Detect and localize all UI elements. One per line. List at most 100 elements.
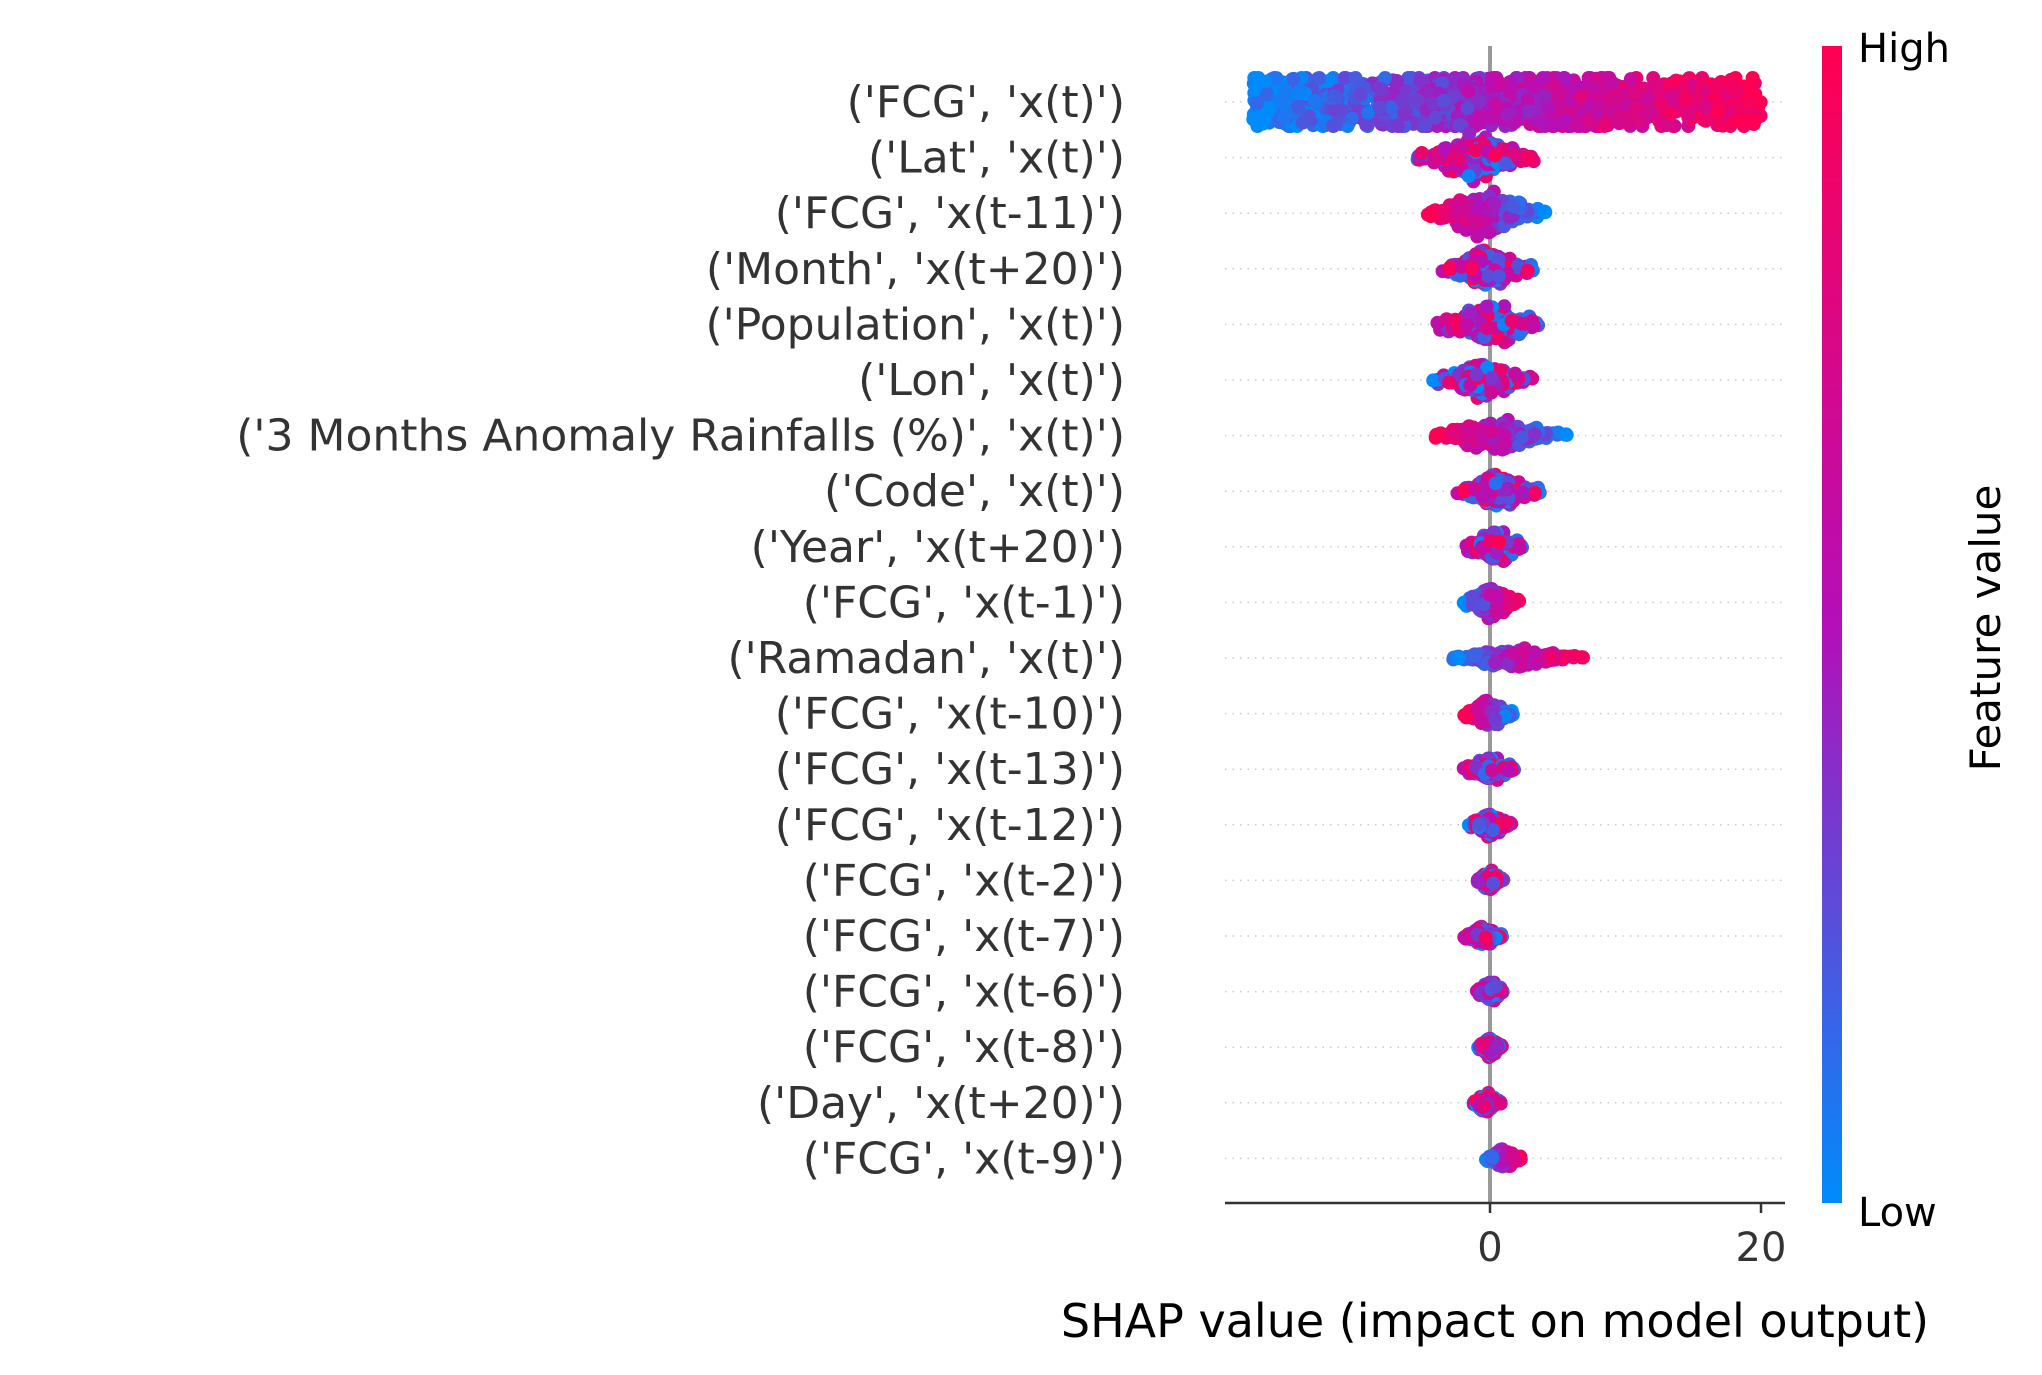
shap-point [1664,106,1678,121]
shap-point [1537,88,1552,103]
shap-point [1469,367,1484,382]
shap-point [1474,431,1489,446]
shap-point [1384,100,1398,115]
shap-point [1286,71,1301,86]
shap-point [1312,71,1327,85]
shap-point [1463,306,1478,321]
shap-point [1682,107,1697,122]
shap-point [1488,712,1503,727]
shap-point [1666,90,1680,105]
shap-point [1260,87,1275,102]
shap-point [1623,72,1638,87]
shap-point [1520,93,1535,108]
shap-point [1428,110,1443,125]
shap-point [1472,94,1487,109]
shap-point [1631,115,1646,130]
shap-point [1516,485,1530,500]
shap-point [1501,656,1515,671]
shap-point [1389,74,1404,88]
shap-point [1353,87,1368,102]
shap-point [1745,71,1760,85]
shap-point [1512,541,1527,555]
shap-point [1442,375,1457,390]
shap-point [1699,100,1714,115]
shap-point [1269,71,1284,86]
shap-point [1506,199,1521,214]
shap-point [1470,117,1485,132]
shap-point [1327,88,1342,103]
shap-point [1576,650,1590,665]
shap-point [1348,71,1363,85]
shap-point [1535,71,1550,85]
shap-point [1250,96,1265,111]
shap-point [1693,74,1708,89]
shap-point [1593,99,1608,114]
shap-point [1426,96,1441,111]
shap-point [1488,148,1503,163]
shap-point [1586,80,1601,95]
shap-point [1488,655,1502,670]
shap-point [1361,105,1376,120]
shap-points [1246,71,1768,1174]
shap-point [1659,118,1674,132]
shap-point [1248,82,1263,97]
shap-point [1461,169,1476,184]
shap-point [1471,874,1486,889]
shap-point [1413,73,1428,88]
shap-point [1495,77,1510,92]
shap-point [1492,535,1507,549]
shap-point [1528,485,1543,500]
shap-point [1359,117,1374,132]
shap-point [1429,429,1444,444]
shap-point [1627,85,1642,99]
shap-point [1485,370,1500,385]
shap-point [1743,96,1758,111]
shap-point [1260,98,1275,113]
shap-point [1455,203,1470,218]
shap-point [1344,111,1359,126]
shap-point [1541,101,1556,115]
shap-point [1372,100,1387,115]
shap-point [1277,110,1292,125]
shap-point [1538,205,1553,220]
shap-point [1470,215,1485,230]
shap-point [1486,876,1501,891]
shap-point [1619,115,1634,130]
shap-point [1457,482,1472,497]
shap-point [1394,93,1409,108]
shap-point [1485,763,1500,778]
shap-point [1489,545,1504,560]
shap-point [1481,269,1495,284]
shap-point [1278,83,1293,97]
shap-point [1526,318,1541,333]
shap-point [1545,119,1560,133]
shap-point [1467,649,1482,663]
shap-point [1527,427,1542,442]
shap-point [1454,140,1469,154]
shap-point [1483,587,1498,602]
shap-point [1443,260,1457,275]
shap-point [1426,373,1441,388]
shap-point [1461,84,1476,99]
shap-point [1725,80,1739,95]
shap-point [1491,269,1506,284]
shap-point [1391,119,1406,133]
shap-point [1279,94,1294,109]
shap-point [1418,119,1433,133]
shap-point [1295,115,1310,130]
shap-point [1544,650,1559,665]
shap-point [1437,141,1452,156]
shap-point [1557,71,1572,85]
shap-point [1573,89,1588,104]
shap-point [1515,430,1530,445]
shap-point [1448,313,1463,328]
shap-point [1327,103,1341,117]
shap-point [1465,589,1480,604]
shap-point [1516,644,1531,659]
shap-point [1527,645,1542,660]
shap-point [1698,112,1713,127]
shap-point [1482,225,1496,240]
shap-point [1521,151,1536,165]
shap-point [1558,112,1573,127]
